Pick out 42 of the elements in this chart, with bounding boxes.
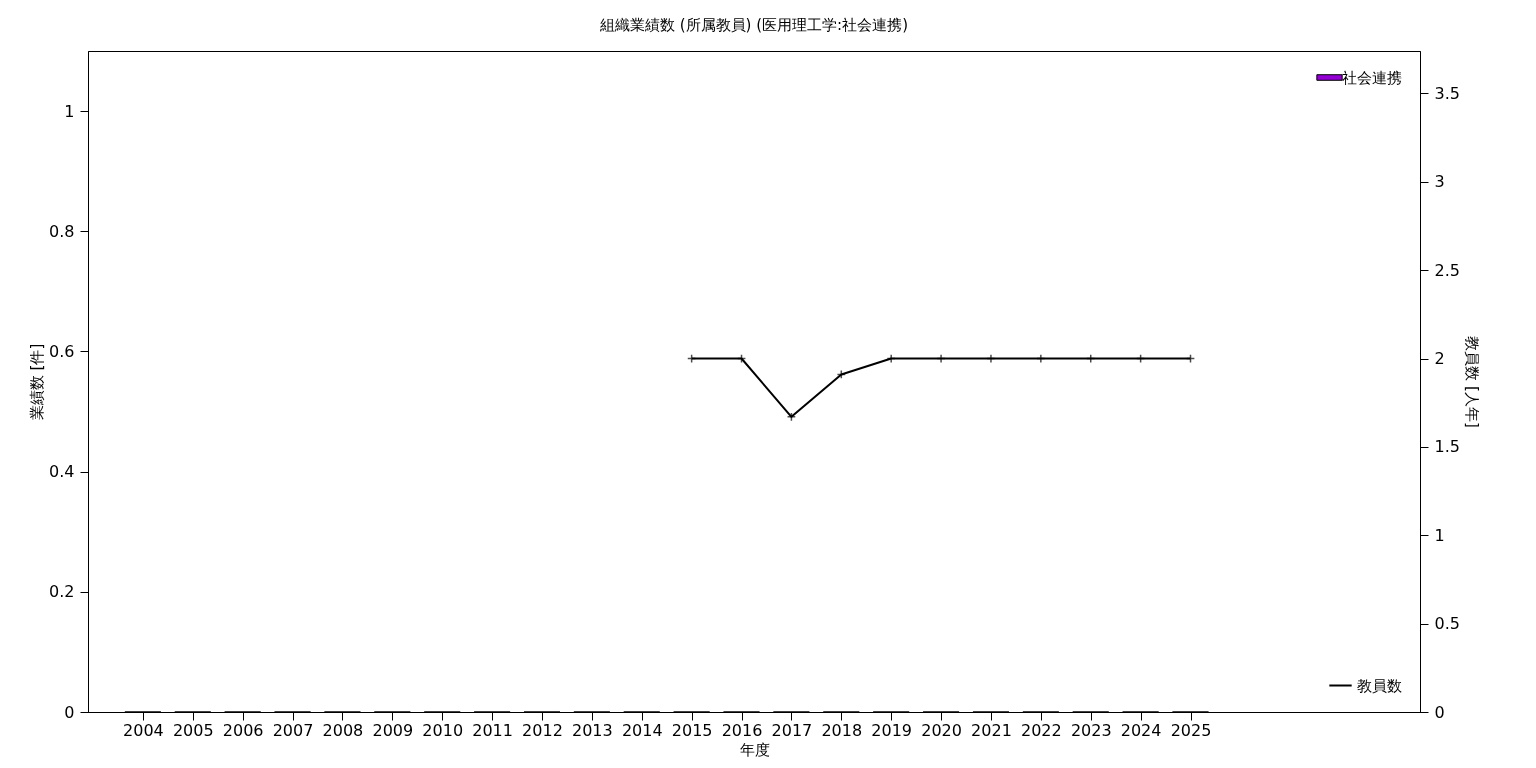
x-tick-label: 2021 [971,720,1012,740]
y2-tick-label: 2.5 [1434,260,1460,280]
x-tick-label: 2018 [821,720,863,740]
y-tick-label: 0.4 [49,462,75,482]
x-tick-label: 2011 [472,720,513,740]
x-tick-label: 2020 [921,720,962,740]
y2-tick-label: 3 [1434,172,1445,192]
x-tick-label: 2023 [1070,720,1112,740]
x-tick-label: 2025 [1170,720,1212,740]
legend-label: 社会連携 [1342,68,1402,87]
x-tick-label: 2019 [871,720,913,740]
y2-tick-label: 3.5 [1434,83,1460,103]
y2-tick-label: 0.5 [1434,614,1460,634]
y2-tick-label: 1.5 [1434,437,1460,457]
y-axis-title: 業績数 [件] [28,343,47,421]
x-tick-label: 2005 [172,720,214,740]
y2-tick-label: 0 [1434,702,1445,722]
legend-label: 教員数 [1357,676,1402,695]
x-tick-label: 2017 [771,720,813,740]
y-tick-label: 0.6 [49,341,75,361]
x-axis-title: 年度 [739,740,770,759]
x-tick-label: 2016 [721,720,763,740]
x-tick-label: 2012 [522,720,563,740]
y-tick-label: 0 [64,702,75,722]
x-tick-label: 2006 [222,720,264,740]
y-tick-label: 0.8 [49,221,75,241]
x-tick-label: 2015 [671,720,713,740]
y2-tick-label: 2 [1434,349,1445,369]
x-tick-label: 2022 [1020,720,1062,740]
chart-title: 組織業績数 (所属教員) (医用理工学:社会連携) [599,16,908,34]
x-tick-label: 2008 [322,720,364,740]
x-tick-label: 2013 [572,720,613,740]
y2-tick-label: 1 [1434,525,1445,545]
x-tick-label: 2009 [372,720,414,740]
x-tick-label: 2010 [422,720,464,740]
x-tick-label: 2004 [123,720,164,740]
x-tick-label: 2007 [272,720,314,740]
y2-axis-title: 教員数 [人年] [1462,336,1481,428]
x-tick-label: 2024 [1120,720,1162,740]
y-tick-label: 1 [64,101,75,121]
y-tick-label: 0.2 [49,582,75,602]
x-tick-label: 2014 [621,720,663,740]
